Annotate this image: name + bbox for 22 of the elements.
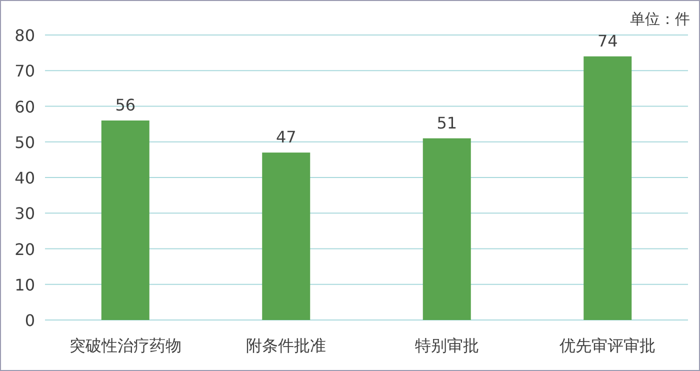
x-tick-label: 突破性治疗药物 — [69, 336, 182, 355]
data-label: 47 — [276, 128, 296, 147]
y-tick-label: 80 — [14, 26, 35, 45]
bar — [584, 56, 632, 320]
y-tick-label: 60 — [14, 97, 35, 116]
x-tick-label: 特别审批 — [414, 336, 479, 355]
x-tick-label: 优先审评审批 — [560, 336, 656, 355]
bar — [262, 152, 310, 320]
y-tick-label: 40 — [14, 168, 35, 188]
y-tick-label: 10 — [14, 275, 35, 294]
data-label: 51 — [436, 113, 458, 132]
data-label: 56 — [115, 96, 136, 114]
x-tick-label: 附条件批准 — [246, 336, 326, 355]
y-tick-label: 30 — [14, 204, 35, 224]
y-tick-label: 50 — [14, 132, 35, 152]
data-label: 74 — [597, 31, 618, 50]
text: 单位：件 — [630, 10, 690, 28]
y-tick-label: 20 — [14, 240, 35, 259]
y-tick-label: 0 — [24, 311, 35, 330]
bar — [101, 120, 150, 320]
bar — [422, 138, 471, 320]
y-tick-label: 70 — [14, 62, 35, 81]
